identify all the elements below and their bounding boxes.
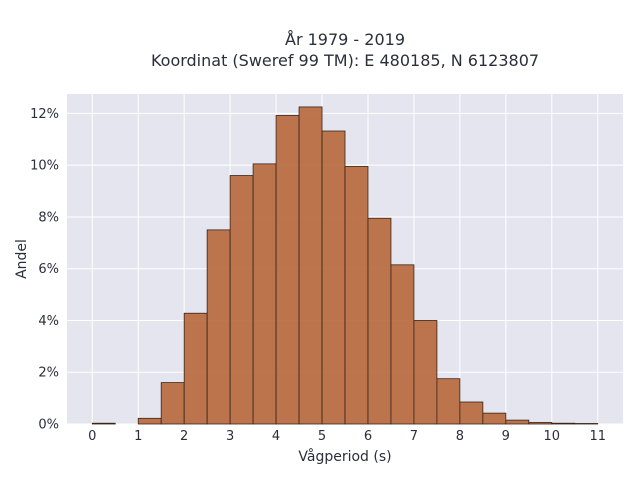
histogram-bar <box>574 423 599 425</box>
histogram-bar <box>321 130 346 425</box>
x-tick-label: 0 <box>88 429 96 444</box>
x-tick-label: 4 <box>272 429 280 444</box>
chart-title-line1: År 1979 - 2019 <box>285 30 405 49</box>
histogram-bar <box>436 378 461 425</box>
x-tick-labels: 0 1 2 3 4 5 6 7 8 9 10 11 <box>88 429 606 444</box>
y-tick-label: 2% <box>38 366 59 381</box>
histogram-bar <box>505 419 530 425</box>
y-tick-label: 10% <box>30 159 59 174</box>
y-tick-label: 12% <box>30 107 59 122</box>
x-tick-label: 8 <box>456 429 464 444</box>
x-axis-title: Vågperiod (s) <box>298 448 391 465</box>
y-tick-label: 8% <box>38 210 59 225</box>
histogram-bar <box>252 163 277 425</box>
histogram-bar <box>91 422 116 425</box>
histogram-bar <box>229 175 254 425</box>
histogram-bar <box>206 229 231 425</box>
histogram-bar <box>367 217 392 425</box>
histogram-bar <box>344 166 369 425</box>
histogram-bar <box>528 422 553 425</box>
x-tick-label: 6 <box>364 429 372 444</box>
histogram-bar <box>298 106 323 425</box>
histogram-bar <box>459 401 484 425</box>
chart-title-line2: Koordinat (Sweref 99 TM): E 480185, N 61… <box>151 51 539 70</box>
histogram-bar <box>137 417 162 425</box>
x-tick-label: 2 <box>180 429 188 444</box>
histogram-bar <box>183 312 208 425</box>
y-axis-title: Andel <box>14 239 30 279</box>
histogram-bar <box>275 115 300 425</box>
y-tick-label: 4% <box>38 314 59 329</box>
histogram-bar <box>390 264 415 425</box>
x-tick-label: 5 <box>318 429 326 444</box>
x-tick-label: 7 <box>410 429 418 444</box>
y-tick-label: 6% <box>38 262 59 277</box>
y-tick-label: 0% <box>38 418 59 433</box>
x-tick-label: 11 <box>589 429 606 444</box>
x-tick-label: 1 <box>134 429 142 444</box>
y-tick-labels: 0% 2% 4% 6% 8% 10% 12% <box>30 107 59 433</box>
histogram-bar <box>160 382 185 425</box>
histogram-bar <box>482 412 507 425</box>
histogram-bar <box>413 320 438 425</box>
histogram-bar <box>551 422 576 425</box>
x-tick-label: 9 <box>502 429 510 444</box>
x-tick-label: 10 <box>544 429 561 444</box>
bars <box>91 106 599 425</box>
x-tick-label: 3 <box>226 429 234 444</box>
